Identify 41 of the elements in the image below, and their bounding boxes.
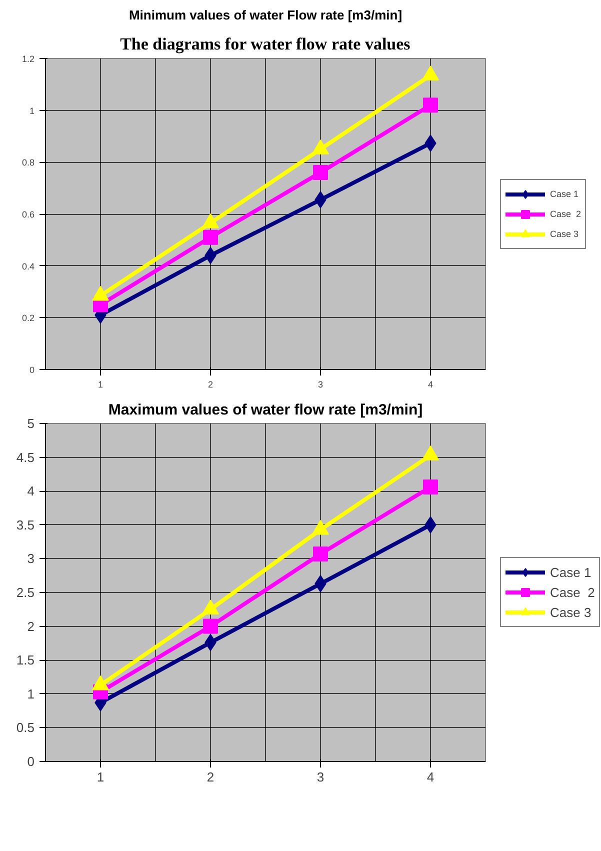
y-tick-label: 0.5 [16,720,35,736]
legend-label: Case 2 [550,208,582,218]
y-tick-label: 3.5 [16,517,35,532]
chart-title: Maximum values of water flow rate [m3/min] [108,402,423,418]
x-tick-label: 1 [98,380,104,390]
x-tick-label: 2 [208,380,214,390]
legend-label: Case 2 [550,584,595,600]
text: The diagrams for water flow rate values [120,34,411,54]
legend-label: Case 3 [550,604,592,620]
x-tick-label: 2 [206,770,214,784]
point [423,480,438,495]
point [203,230,218,245]
legend-label: Case 1 [550,564,592,580]
x-tick-label: 4 [428,380,434,390]
x-tick-label: 3 [316,770,324,784]
legend-label: Case 3 [550,228,579,238]
x-tick-label: 3 [318,380,324,390]
point [313,546,328,562]
y-tick-label: 1.5 [16,652,35,668]
y-tick-label: 1.2 [22,54,35,64]
y-tick-label: 0.8 [22,158,35,168]
x-tick-label: 1 [96,770,104,784]
legend-label: Case 1 [550,188,579,198]
y-tick-label: 1 [29,106,35,116]
y-tick-label: 4 [27,484,35,499]
y-tick-label: 0.4 [22,261,35,272]
chart-title: Minimum values of water Flow rate [m3/min] [128,8,402,22]
y-tick-label: 1 [27,686,35,702]
point [203,618,218,634]
y-tick-label: 4.5 [16,450,35,465]
y-tick-label: 3 [27,551,35,566]
point [423,98,438,113]
y-tick-label: 5 [27,416,35,431]
point [313,165,328,180]
y-tick-label: 2 [27,618,35,634]
y-tick-label: 0 [27,754,35,769]
y-tick-label: 0.6 [22,210,35,220]
y-tick-label: 0 [29,365,35,375]
x-tick-label: 4 [426,770,434,784]
y-tick-label: 0.2 [22,313,35,324]
y-tick-label: 2.5 [16,585,35,600]
